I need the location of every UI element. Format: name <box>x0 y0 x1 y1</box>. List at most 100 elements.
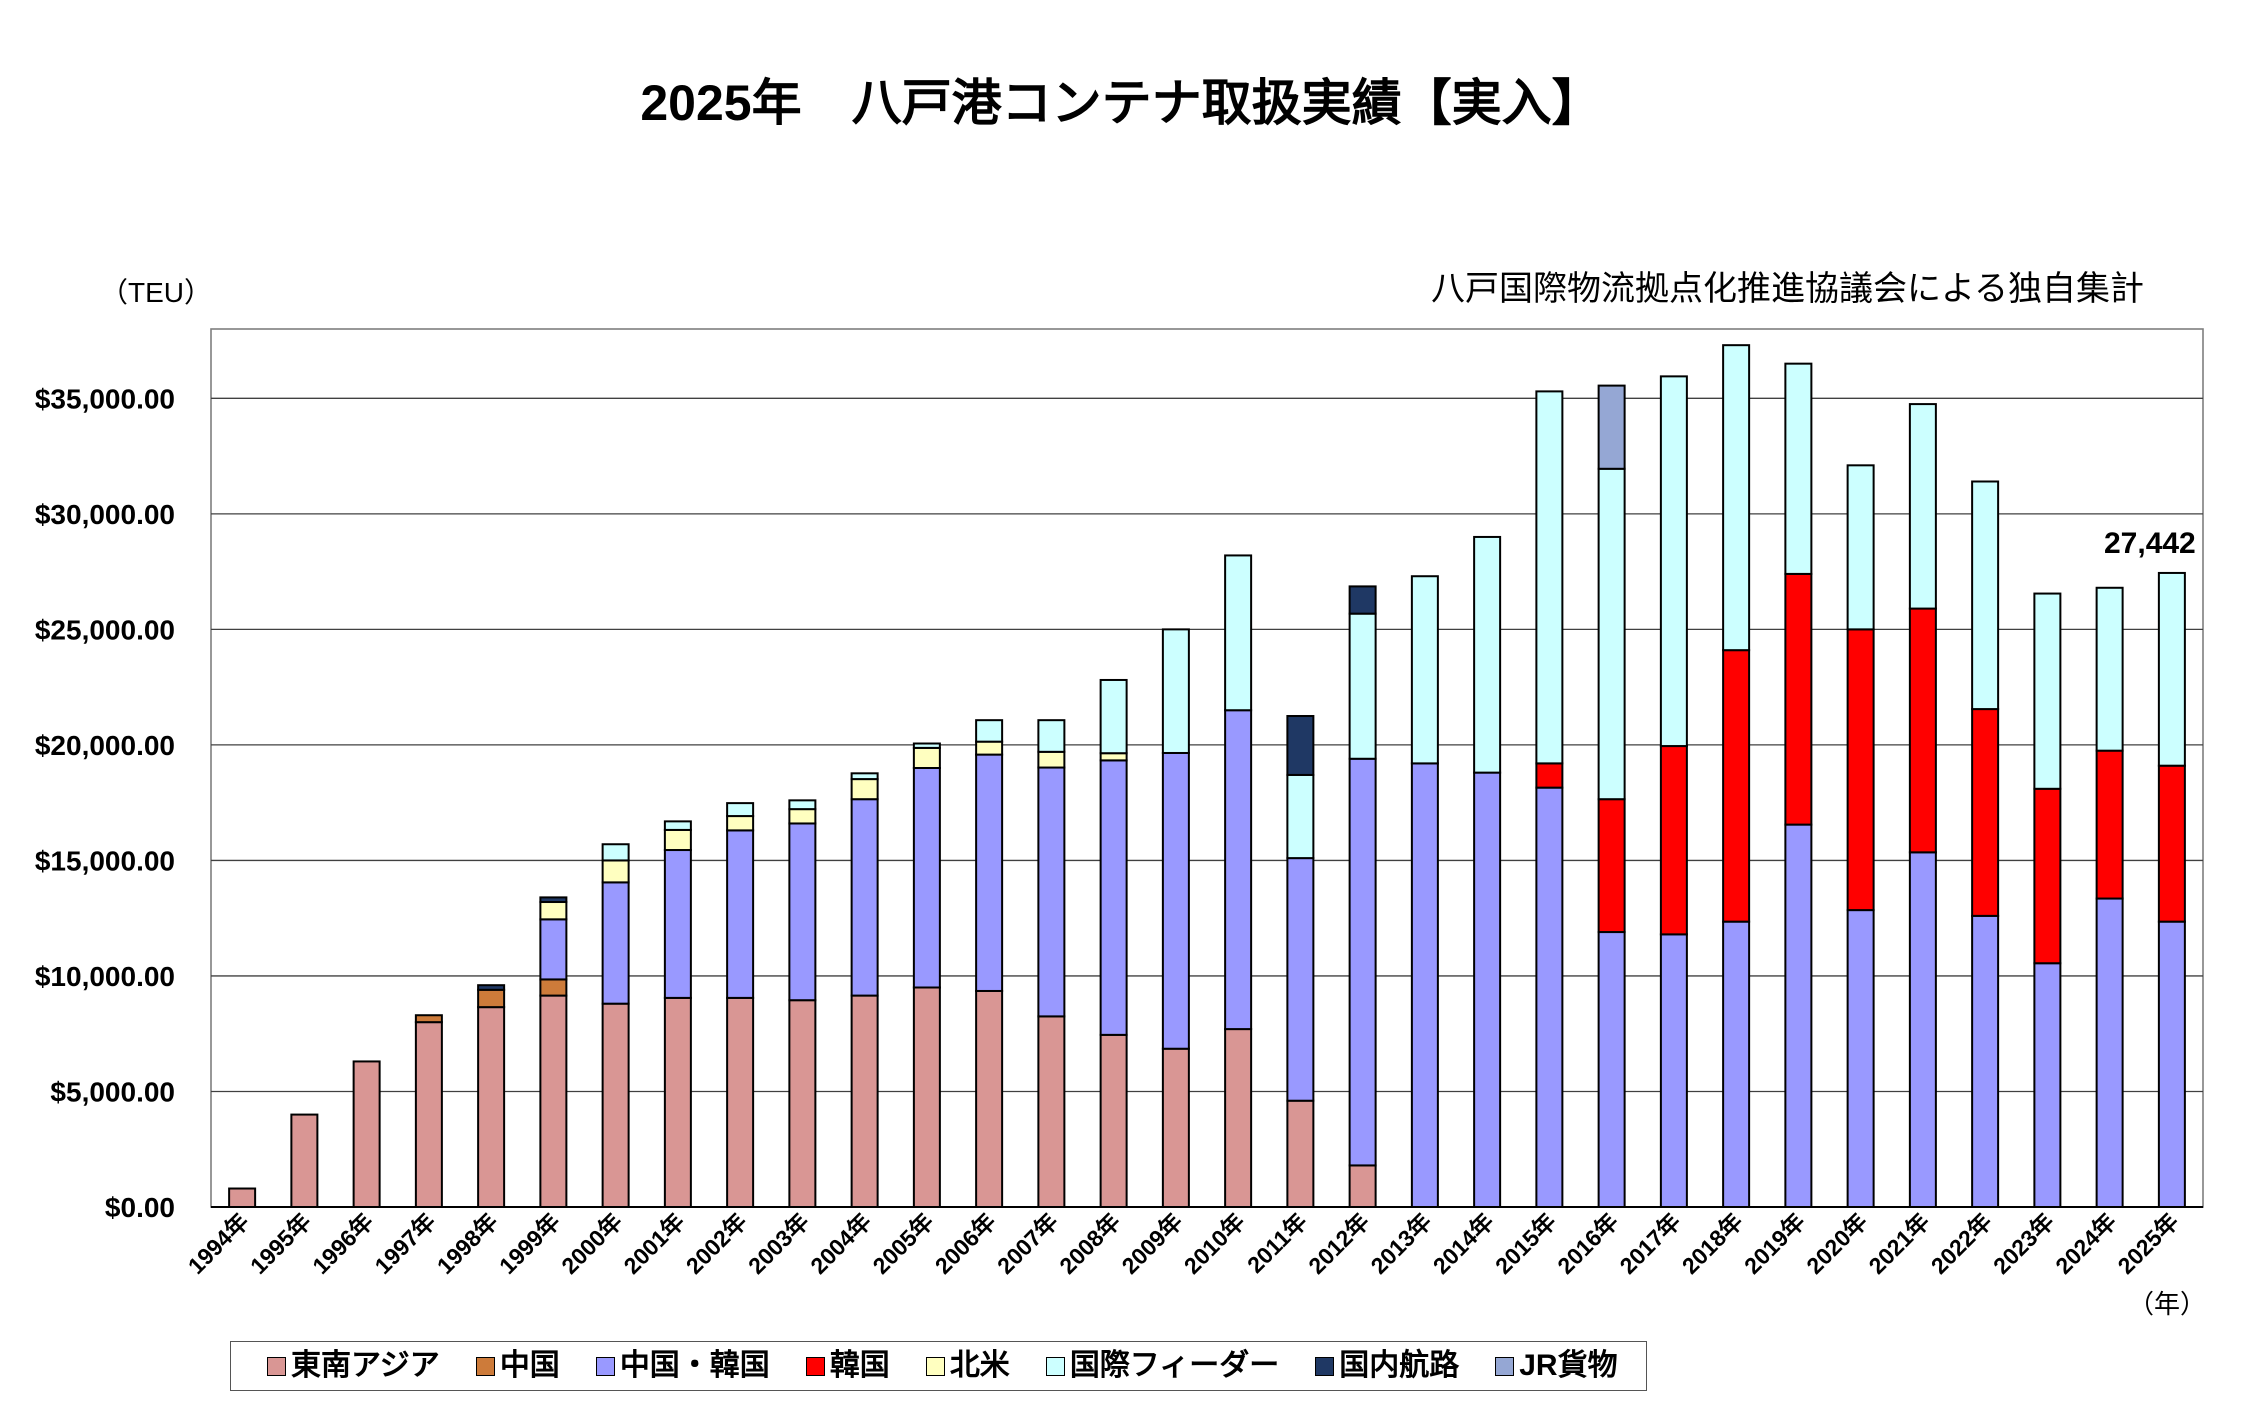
plot-area <box>210 328 2204 1208</box>
bar-segment-21-2 <box>1535 786 1564 1208</box>
x-unit-label: （年） <box>2128 1289 2206 1319</box>
legend-label: 国内航路 <box>1339 1349 1460 1382</box>
bar-segment-26-3 <box>1846 628 1875 912</box>
bar-segment-14-2 <box>1099 759 1128 1036</box>
bar-segment-4-6 <box>477 984 506 991</box>
annotations: 27,442 <box>2104 527 2196 560</box>
bar-segment-11-5 <box>912 742 941 749</box>
legend-swatch <box>595 1356 615 1376</box>
x-tick-label: 2013年 <box>1366 1208 1437 1279</box>
bar-segment-8-4 <box>726 815 755 832</box>
x-tick-label: 2014年 <box>1428 1208 1499 1279</box>
bar-segment-11-0 <box>912 986 941 1208</box>
bar-segment-28-2 <box>1971 914 2000 1208</box>
bar-segment-29-5 <box>2033 592 2062 790</box>
bar-segment-8-2 <box>726 829 755 999</box>
bars <box>228 344 2186 1209</box>
bar-segment-12-4 <box>975 740 1004 756</box>
y-tick-label: $30,000.00 <box>35 499 175 530</box>
bar-segment-25-3 <box>1784 572 1813 826</box>
bar-segment-26-2 <box>1846 909 1875 1208</box>
legend-label: 東南アジア <box>291 1349 440 1382</box>
x-tick-label: 2001年 <box>619 1208 690 1279</box>
x-tick-label: 2006年 <box>930 1208 1001 1279</box>
bar-segment-22-2 <box>1597 931 1626 1208</box>
bar-segment-0-0 <box>228 1187 257 1208</box>
bar-segment-22-5 <box>1597 467 1626 801</box>
bar-segment-3-1 <box>414 1014 443 1024</box>
bar-segment-23-5 <box>1659 375 1688 748</box>
y-tick-label: $5,000.00 <box>50 1076 175 1107</box>
bar-segment-18-2 <box>1348 757 1377 1167</box>
chart-title: 2025年 八戸港コンテナ取扱実績【実入】 <box>640 75 1601 131</box>
bar-segment-9-2 <box>788 822 817 1002</box>
bar-segment-13-5 <box>1037 719 1066 753</box>
bar-segment-25-2 <box>1784 823 1813 1209</box>
bar-segment-3-0 <box>414 1021 443 1208</box>
bar-segment-27-5 <box>1908 403 1937 610</box>
bar-segment-31-5 <box>2157 571 2186 767</box>
bar-segment-1-0 <box>290 1113 319 1209</box>
y-unit-label: （TEU） <box>100 277 212 308</box>
legend-label: 中国・韓国 <box>619 1349 770 1382</box>
bar-segment-15-5 <box>1161 628 1190 754</box>
legend-swatch <box>475 1356 495 1376</box>
bar-segment-18-5 <box>1348 612 1377 760</box>
x-tick-label: 2003年 <box>743 1208 814 1279</box>
x-tick-label: 2012年 <box>1303 1208 1374 1279</box>
bar-segment-6-4 <box>601 859 630 884</box>
legend-item: 韓国 <box>805 1349 890 1382</box>
bar-segment-20-2 <box>1473 771 1502 1208</box>
legend-label: JR貨物 <box>1519 1349 1618 1382</box>
bar-segment-16-2 <box>1224 709 1253 1031</box>
x-tick-label: 2022年 <box>1926 1208 1997 1279</box>
bar-segment-10-2 <box>850 798 879 997</box>
y-axis-ticks: $0.00 $5,000.00 $10,000.00 $15,000.00 $20,00… <box>35 383 175 1223</box>
source-note: 八戸国際物流拠点化推進協議会による独自集計 <box>1431 270 2144 308</box>
x-tick-label: 2009年 <box>1117 1208 1188 1279</box>
bar-segment-8-5 <box>726 802 755 818</box>
legend-label: 中国 <box>499 1349 560 1382</box>
x-tick-label: 2010年 <box>1179 1208 1250 1279</box>
legend-label: 北米 <box>949 1349 1010 1382</box>
x-tick-label: 2002年 <box>681 1208 752 1279</box>
bar-segment-15-2 <box>1161 751 1190 1050</box>
bar-segment-16-5 <box>1224 554 1253 712</box>
legend-item: 中国・韓国 <box>595 1349 770 1382</box>
bar-segment-18-6 <box>1348 585 1377 615</box>
bar-segment-26-5 <box>1846 464 1875 631</box>
legend-label: 韓国 <box>829 1349 890 1382</box>
x-tick-label: 2024年 <box>2050 1208 2121 1279</box>
bar-segment-24-2 <box>1722 920 1751 1209</box>
x-tick-label: 2021年 <box>1864 1208 1935 1279</box>
bar-segment-5-1 <box>539 978 568 997</box>
x-tick-label: 1997年 <box>370 1208 441 1279</box>
bar-segment-12-0 <box>975 989 1004 1208</box>
bar-segment-27-3 <box>1908 607 1937 854</box>
bar-segment-16-0 <box>1224 1028 1253 1208</box>
bar-segment-11-2 <box>912 767 941 989</box>
bar-segment-18-0 <box>1348 1164 1377 1208</box>
bar-segment-23-3 <box>1659 745 1688 936</box>
bar-segment-15-0 <box>1161 1047 1190 1209</box>
bar-segment-30-3 <box>2095 749 2124 900</box>
legend-item: 東南アジア <box>267 1351 440 1381</box>
y-tick-label: $20,000.00 <box>35 730 175 761</box>
bar-segment-24-3 <box>1722 649 1751 923</box>
y-tick-label: $35,000.00 <box>35 383 175 414</box>
bar-segment-10-4 <box>850 778 879 801</box>
bar-segment-10-0 <box>850 994 879 1209</box>
bar-segment-6-0 <box>601 1002 630 1209</box>
bar-segment-23-2 <box>1659 933 1688 1209</box>
bar-segment-12-5 <box>975 719 1004 743</box>
bar-segment-14-4 <box>1099 752 1128 762</box>
y-tick-label: $15,000.00 <box>35 845 175 876</box>
legend-swatch <box>925 1356 945 1376</box>
bar-segment-21-3 <box>1535 762 1564 789</box>
bar-segment-17-6 <box>1286 715 1315 776</box>
bar-segment-27-2 <box>1908 851 1937 1209</box>
x-tick-label: 2004年 <box>805 1208 876 1279</box>
bar-segment-30-2 <box>2095 897 2124 1208</box>
legend-swatch <box>1315 1356 1335 1376</box>
bar-segment-21-5 <box>1535 390 1564 765</box>
